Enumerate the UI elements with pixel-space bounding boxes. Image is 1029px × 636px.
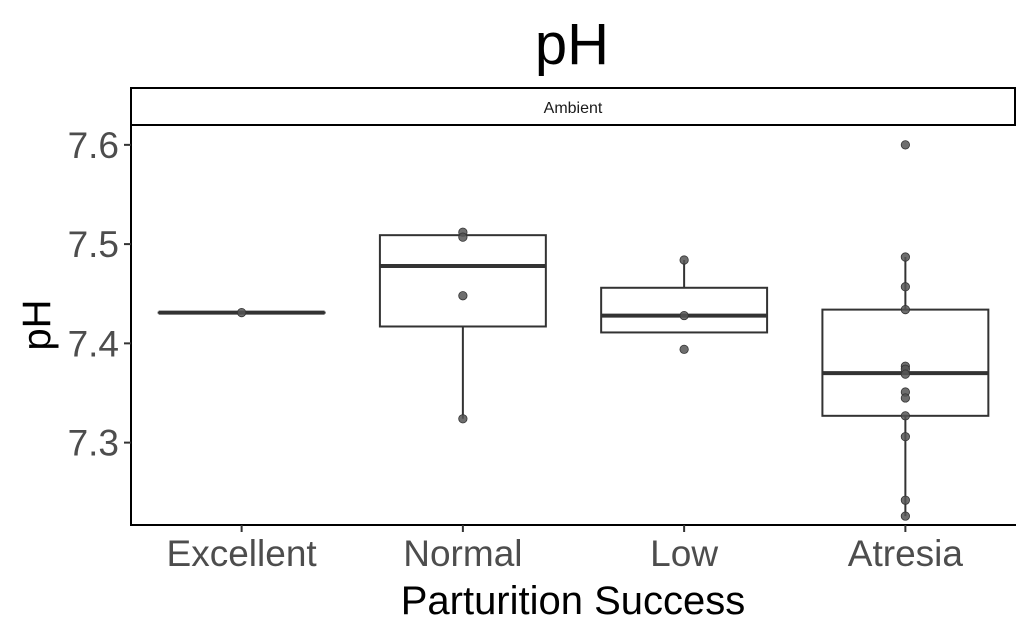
data-point xyxy=(679,255,689,265)
points-low xyxy=(679,255,689,354)
facet-strip-label: Ambient xyxy=(544,100,603,117)
data-point xyxy=(900,495,910,505)
box-normal xyxy=(378,234,547,419)
y-tick-label: 7.6 xyxy=(68,125,119,166)
data-point xyxy=(679,344,689,354)
x-axis-ticks: Excellent Normal Low Atresia xyxy=(167,525,964,574)
points-excellent xyxy=(237,307,247,318)
data-point xyxy=(679,310,689,321)
facet-strip xyxy=(130,87,1016,126)
data-point xyxy=(900,305,910,315)
data-point xyxy=(900,393,910,403)
points-atresia xyxy=(900,140,910,521)
box-low xyxy=(600,259,769,334)
y-tick-label: 7.4 xyxy=(68,323,119,364)
x-tick-label: Excellent xyxy=(167,533,318,574)
x-axis-title: Parturition Success xyxy=(401,579,746,623)
data-point xyxy=(900,511,910,521)
data-point xyxy=(900,140,910,150)
data-point xyxy=(458,232,468,242)
box-body xyxy=(378,234,547,328)
data-point xyxy=(458,414,468,424)
plot-area xyxy=(157,140,990,521)
x-tick-label: Normal xyxy=(403,533,522,574)
y-tick-label: 7.3 xyxy=(68,423,119,464)
chart-title: pH xyxy=(535,12,609,77)
data-point xyxy=(900,432,910,442)
y-axis-title: pH xyxy=(15,299,59,350)
box-body xyxy=(600,286,769,334)
data-point xyxy=(900,411,910,421)
data-point xyxy=(900,369,910,379)
data-point xyxy=(900,252,910,262)
x-tick-label: Atresia xyxy=(848,533,964,574)
y-tick-label: 7.5 xyxy=(68,224,119,265)
data-point xyxy=(237,307,247,318)
data-point xyxy=(458,291,468,301)
y-axis-ticks: 7.3 7.4 7.5 7.6 xyxy=(68,125,131,464)
x-tick-label: Low xyxy=(650,533,718,574)
box-atresia xyxy=(821,257,990,517)
data-point xyxy=(900,282,910,292)
points-normal xyxy=(458,227,468,424)
